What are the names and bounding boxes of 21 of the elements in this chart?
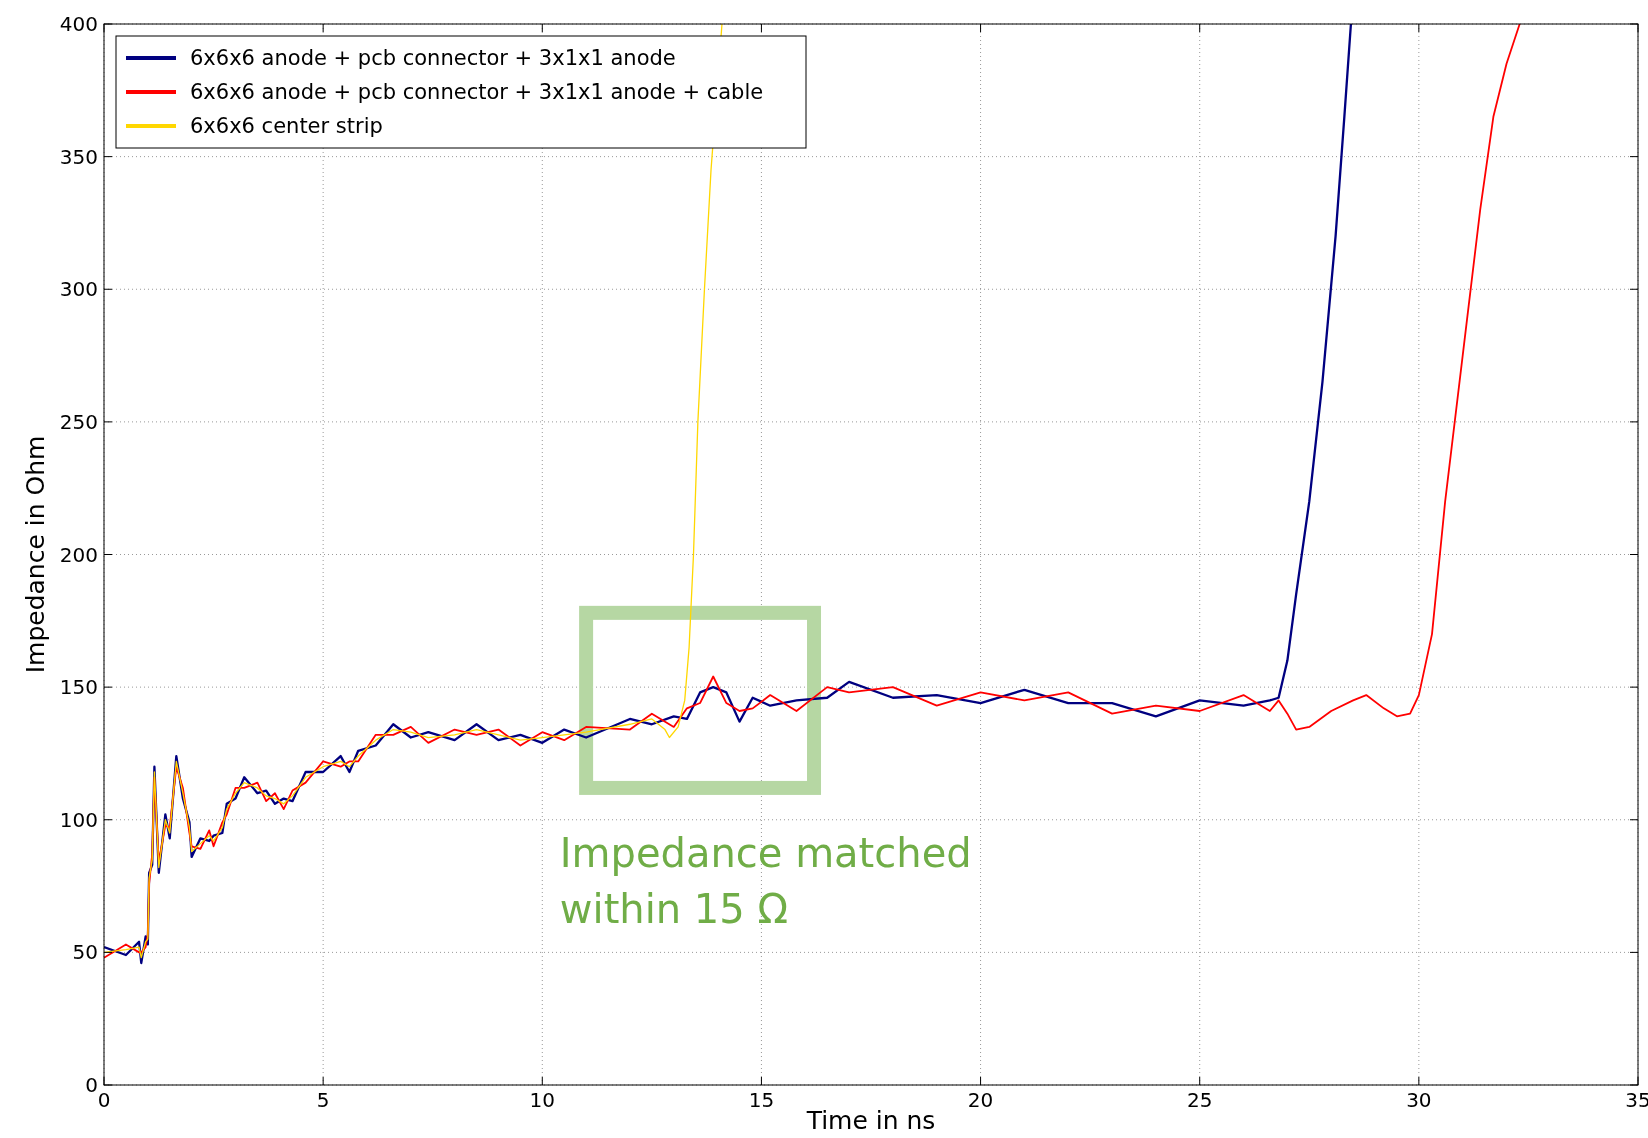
y-tick-label: 250 — [59, 409, 98, 434]
x-tick-label: 15 — [748, 1088, 775, 1112]
x-tick-label: 25 — [1186, 1088, 1213, 1112]
y-tick-label: 200 — [59, 542, 98, 567]
x-axis-title: Time in ns — [805, 1106, 936, 1135]
y-tick-label: 50 — [72, 940, 98, 965]
y-tick-label: 300 — [59, 277, 98, 302]
y-tick-label: 0 — [85, 1073, 98, 1097]
y-tick-label: 150 — [59, 675, 98, 700]
y-tick-label: 350 — [59, 144, 98, 169]
x-tick-label: 10 — [529, 1088, 556, 1112]
y-tick-label: 400 — [59, 12, 98, 36]
annotation: Impedance matched within 15 Ω — [559, 830, 972, 933]
legend-label: 6x6x6 anode + pcb connector + 3x1x1 anode + cable — [190, 80, 764, 105]
x-tick-label: 30 — [1406, 1088, 1432, 1112]
y-axis-title: Impedance in Ohm — [21, 435, 50, 674]
x-tick-label: 20 — [967, 1088, 994, 1112]
legend-label: 6x6x6 anode + pcb connector + 3x1x1 anode — [190, 46, 676, 71]
x-tick-label: 5 — [316, 1088, 330, 1112]
y-tick-label: 100 — [59, 807, 98, 832]
legend-label: 6x6x6 center strip — [190, 114, 383, 139]
